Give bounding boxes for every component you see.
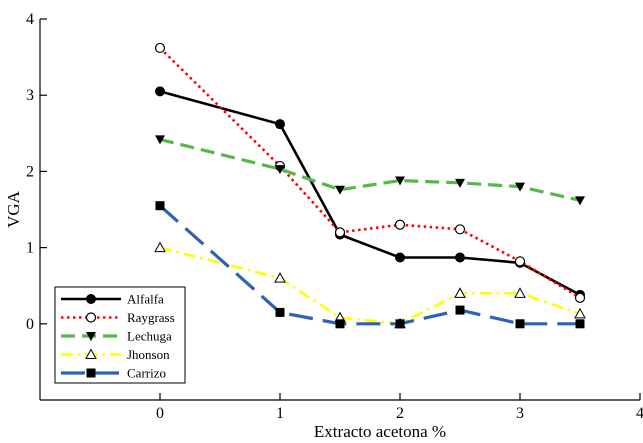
data-point (86, 368, 96, 378)
legend-box (54, 286, 186, 384)
data-point (395, 319, 405, 329)
data-point (86, 294, 96, 304)
data-point (395, 252, 405, 263)
x-axis-title: Extracto acetona % (314, 422, 446, 441)
legend-label: Jhonson (127, 347, 170, 362)
data-point (574, 292, 586, 303)
series-raygrass (154, 42, 586, 303)
data-point (335, 319, 345, 329)
data-point (85, 348, 97, 359)
series-jhonson (154, 241, 586, 329)
legend-entry: Carrizo (61, 366, 166, 381)
data-point (154, 42, 166, 54)
data-point (575, 196, 585, 206)
legend-entry: Lechuga (61, 329, 172, 344)
data-point (155, 135, 165, 145)
data-point (155, 86, 165, 97)
series-layer (154, 42, 586, 329)
y-tick-label: 4 (26, 11, 34, 28)
legend-label: Lechuga (127, 329, 172, 344)
legend: Alfalfa Raygrass Lechuga Jhonson Carrizo (54, 286, 186, 384)
data-point (274, 272, 286, 283)
data-point (275, 165, 285, 175)
data-point (155, 201, 165, 211)
data-point (454, 224, 466, 235)
data-point (514, 287, 526, 298)
data-point (455, 178, 465, 188)
x-tick-label: 0 (156, 405, 164, 422)
legend-label: Carrizo (127, 366, 166, 381)
data-point (454, 287, 466, 298)
legend-entry: Jhonson (61, 347, 170, 362)
series-alfalfa (155, 86, 585, 300)
series-lechuga (155, 135, 585, 206)
axes: 0 1 2 3 4 0 1 2 3 4 (26, 11, 643, 422)
x-tick-label: 4 (636, 405, 643, 422)
data-point (335, 185, 345, 195)
data-point (154, 241, 166, 253)
x-tick-label: 1 (276, 405, 284, 422)
data-point (394, 219, 406, 230)
data-point (574, 307, 586, 319)
y-tick-label: 1 (26, 240, 34, 257)
series-carrizo (155, 201, 585, 329)
legend-entry: Raygrass (61, 310, 175, 325)
y-tick-label: 2 (26, 163, 34, 180)
legend-label: Raygrass (127, 310, 175, 325)
data-point (85, 312, 97, 323)
data-point (514, 256, 526, 267)
x-tick-label: 2 (396, 405, 404, 422)
y-axis-title: VGA (4, 190, 23, 228)
data-point (334, 227, 346, 238)
y-tick-label: 3 (26, 87, 34, 104)
data-point (275, 307, 285, 317)
data-point (395, 176, 405, 186)
data-point (515, 319, 525, 329)
y-tick-label: 0 (26, 316, 34, 333)
data-point (86, 332, 96, 341)
legend-label: Alfalfa (127, 292, 164, 307)
data-point (515, 182, 525, 192)
data-point (275, 119, 285, 130)
data-point (575, 319, 585, 329)
legend-entry: Alfalfa (61, 292, 164, 307)
data-point (455, 305, 465, 315)
x-tick-label: 3 (516, 405, 524, 422)
data-point (455, 252, 465, 263)
series-line (159, 137, 581, 202)
